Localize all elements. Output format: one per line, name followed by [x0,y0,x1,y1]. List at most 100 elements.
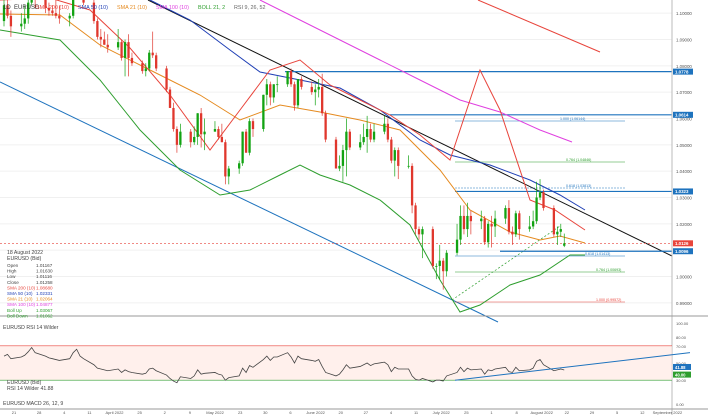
candle-body [518,213,521,230]
candle-body [559,229,562,232]
fib-label: 0.764 (1.00693) [596,268,621,272]
rsi-panel: EURUSD RSI 14 Wilder 100.00 80.00 70.00 50.… [0,321,691,407]
candle-body [130,57,134,64]
candle-body [493,218,497,227]
candle-body [514,213,517,235]
rsi-value-text: RSI 14 Wilder 41.88 [7,386,54,392]
price-marker-label: 1.0126 [675,241,689,246]
info-row-label: Low [7,274,16,279]
fib-levels: 1.000 (1.06144) 0.764 (1.04846) 0.618 (1.0… [455,117,625,303]
candle-body [168,89,172,108]
price-tick-label: 1.09000 [676,38,692,43]
candle-body [445,252,448,272]
sma100-line [259,0,573,143]
price-marker-label: 1.0323 [675,189,689,194]
candle-body [538,192,542,198]
rsi-tick-label: 50.00 [676,361,687,366]
candle-body [241,131,244,164]
candle-body [96,21,99,37]
candle-body [155,55,158,69]
candle-body [193,136,196,143]
price-marker-label: 1.0778 [675,69,689,74]
candle-body [390,139,393,161]
time-tick-label: August 2022 [531,410,554,415]
candle-body [20,23,23,27]
candles-group [2,0,566,290]
horizontal-levels [0,71,672,252]
time-tick-label: 22 [565,410,570,415]
candle-body [317,86,320,90]
time-tick-label: May 2022 [206,410,224,415]
candle-body [372,131,376,140]
price-marker-box [673,240,693,247]
candle-body [148,52,151,69]
candle-body [535,197,538,222]
indicator-legend-item: SMA 50 (10) [78,5,108,11]
candle-body [462,215,466,230]
candle-body [72,0,75,16]
time-tick-label: 28 [37,410,42,415]
time-tick-label: 25 [464,410,469,415]
candle-body [227,168,230,177]
candle-body [365,129,369,137]
candle-body [334,139,338,169]
candle-body [189,131,192,143]
candle-body [528,226,531,230]
fib-label: 0.618 (1.01413) [585,252,610,256]
candle-body [23,18,26,24]
candle-body [293,84,296,106]
candle-body [175,129,179,145]
candle-body [27,2,30,19]
time-tick-label: 5 [616,410,619,415]
candle-body [542,192,545,209]
rsi-marker-box [673,371,691,378]
rsi-tick-label: 0.00 [676,402,685,407]
candle-body [199,113,203,135]
rsi-tick-label: 70.00 [676,344,687,349]
info-row-label: SMA 200 (10) [7,285,36,290]
candle-body [483,218,486,243]
candle-body [435,265,438,267]
candle-body [54,13,58,16]
time-tick-label: 11 [87,410,92,415]
price-tick-label: 1.07000 [676,90,692,95]
price-markers: 1.0778 1.0614 1.0323 1.0096 1.0126 [673,68,693,255]
candle-body [397,150,400,166]
candle-body [217,129,220,137]
candle-body [30,0,33,3]
price-marker-box [673,188,693,195]
price-axis: 1.10000 1.09000 1.08000 1.07000 1.06000 1.050… [676,11,692,306]
rsi-line [3,346,565,384]
candle-body [120,42,123,58]
indicator-legend-item: SMA 21 (10) [117,5,147,11]
candle-body [103,39,106,45]
fib-label: 1.000 (1.06144) [560,117,585,121]
time-axis: 21 28 4 11 April 2022 25 2 9 May 2022 23 30 6 June 2… [12,410,683,415]
candle-body [92,2,96,22]
candle-body [286,71,289,85]
candle-body [151,52,154,56]
rsi-marker-label: 41.88 [675,365,686,370]
price-tick-label: 1.08000 [676,64,692,69]
candle-body [507,208,511,232]
info-row-value: 1.01167 [36,263,53,268]
indicator-legend-item: BOLL 21, 2 [198,5,225,11]
info-row-label: SMA 21 (10) [7,297,33,302]
candle-body [44,0,47,8]
info-row-label: SMA 50 (10) [7,291,33,296]
indicator-legend-item: SMA 200 (10) [36,5,69,11]
candle-body [338,165,341,169]
candle-body [203,131,206,135]
time-tick-label: 30 [263,410,268,415]
candle-body [393,150,396,161]
grid-lines [0,12,672,304]
candle-body [144,68,147,72]
info-row-label: Close [7,280,19,285]
price-marker-label: 1.0614 [675,113,689,118]
info-panel: 18 August 2022 EURUSD (Bid) Open 1.01167 H… [7,250,53,318]
fib-label: 0.764 (1.04846) [566,158,591,162]
candle-body [563,243,566,246]
candle-body [123,42,127,58]
price-marker-box [673,111,693,118]
info-date: 18 August 2022 [7,250,43,256]
